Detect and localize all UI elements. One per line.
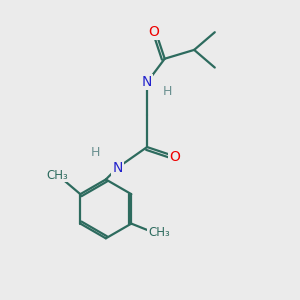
Text: O: O	[169, 150, 181, 164]
Text: CH₃: CH₃	[46, 169, 68, 182]
Text: O: O	[148, 25, 159, 39]
Text: CH₃: CH₃	[148, 226, 170, 239]
Text: N: N	[142, 75, 152, 89]
Text: H: H	[91, 146, 100, 159]
Text: H: H	[163, 85, 172, 98]
Text: N: N	[112, 161, 123, 175]
